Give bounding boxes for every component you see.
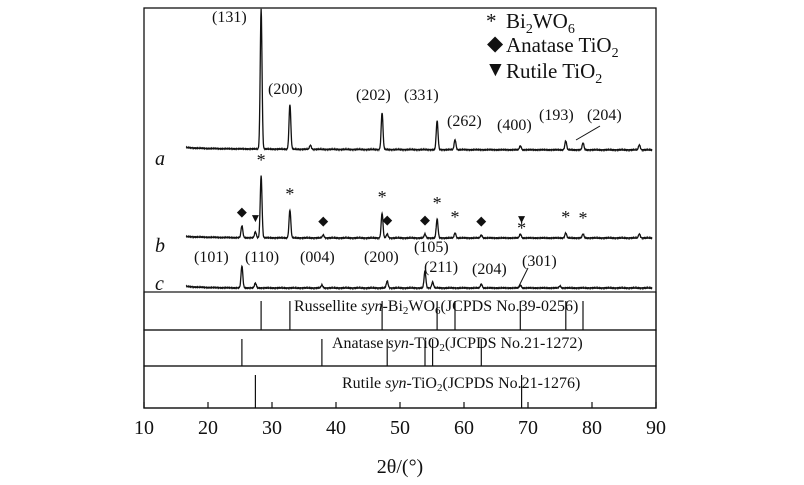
phase-marker-8: * (433, 193, 442, 213)
reference-label-rutile: Rutile syn-TiO2(JCPDS No.21-1276) (342, 375, 580, 394)
peak-label-a-331: (331) (404, 87, 439, 104)
peak-label-a-202: (202) (356, 87, 391, 104)
phase-marker-14: * (579, 208, 588, 228)
trace-a-line (185, 8, 653, 153)
leader-line-301 (517, 267, 529, 289)
reference-label-bi2wo6: Russellite syn-Bi2WO6(JCPDS No.39-0256) (294, 298, 578, 317)
peak-label-c-101: (101) (194, 249, 229, 266)
legend-marker-triangle-icon: ▼ (485, 57, 506, 81)
trace-label-a: a (155, 148, 165, 170)
peak-label-c-204: (204) (472, 261, 507, 278)
trace-b-line (185, 175, 653, 241)
legend-label-rutile: Rutile TiO2 (506, 59, 602, 87)
peak-label-c-004: (004) (300, 249, 335, 266)
trace-label-c: c (155, 273, 164, 295)
reference-lines (241, 301, 584, 408)
phase-marker-4: ◆ (318, 213, 328, 228)
x-axis: 10 20 30 40 50 60 70 80 90 (134, 402, 666, 439)
x-tick-label-50: 50 (390, 417, 410, 439)
phase-marker-6: ◆ (382, 212, 392, 227)
leader-line-204 (575, 125, 601, 141)
peak-label-c-105: (105) (414, 239, 449, 256)
phase-marker-10: ◆ (476, 213, 486, 228)
peak-label-a-131: (131) (212, 9, 247, 26)
peak-label-a-200: (200) (268, 81, 303, 98)
peak-label-a-193: (193) (539, 107, 574, 124)
phase-marker-12: * (517, 218, 526, 238)
trace-c-line (185, 264, 653, 291)
phase-marker-9: * (451, 207, 460, 227)
x-tick-label-60: 60 (454, 417, 474, 439)
phase-marker-7: ◆ (420, 212, 430, 227)
phase-marker-1: ▼ (249, 211, 261, 225)
peak-label-c-200: (200) (364, 249, 399, 266)
peak-label-a-262: (262) (447, 113, 482, 130)
x-tick-label-10: 10 (134, 417, 154, 439)
reference-label-anatase: Anatase syn-TiO2(JCPDS No.21-1272) (332, 335, 583, 354)
phase-marker-5: * (378, 187, 387, 207)
x-tick-label-40: 40 (326, 417, 346, 439)
phase-marker-13: * (561, 207, 570, 227)
x-tick-label-30: 30 (262, 417, 282, 439)
legend-label-anatase: Anatase TiO2 (506, 33, 619, 61)
peak-label-a-400: (400) (497, 117, 532, 134)
peak-label-c-211: (211) (424, 259, 458, 276)
x-tick-label-70: 70 (518, 417, 538, 439)
peak-label-c-301: (301) (522, 253, 557, 270)
trace-label-b: b (155, 235, 165, 257)
x-axis-title: 2θ/(°) (377, 456, 423, 478)
phase-markers: ◆ ▼**◆*◆ ◆** ◆ ▼** * (237, 150, 588, 238)
x-tick-label-90: 90 (646, 417, 666, 439)
legend-marker-asterisk-icon: * (486, 9, 497, 33)
legend-label-bi2wo6: Bi2WO6 (506, 9, 575, 37)
phase-marker-0: ◆ (237, 204, 247, 219)
phase-marker-2: * (257, 150, 266, 170)
legend-marker-diamond-icon: ◆ (487, 31, 504, 55)
peak-label-a-204: (204) (587, 107, 622, 124)
peak-label-c-110: (110) (245, 249, 279, 266)
x-tick-label-80: 80 (582, 417, 602, 439)
phase-marker-11: ▼ (516, 212, 528, 226)
x-tick-label-20: 20 (198, 417, 218, 439)
phase-marker-3: * (285, 184, 294, 204)
legend: * Bi2WO6 ◆ Anatase TiO2 ▼ Rutile TiO2 (485, 9, 619, 87)
